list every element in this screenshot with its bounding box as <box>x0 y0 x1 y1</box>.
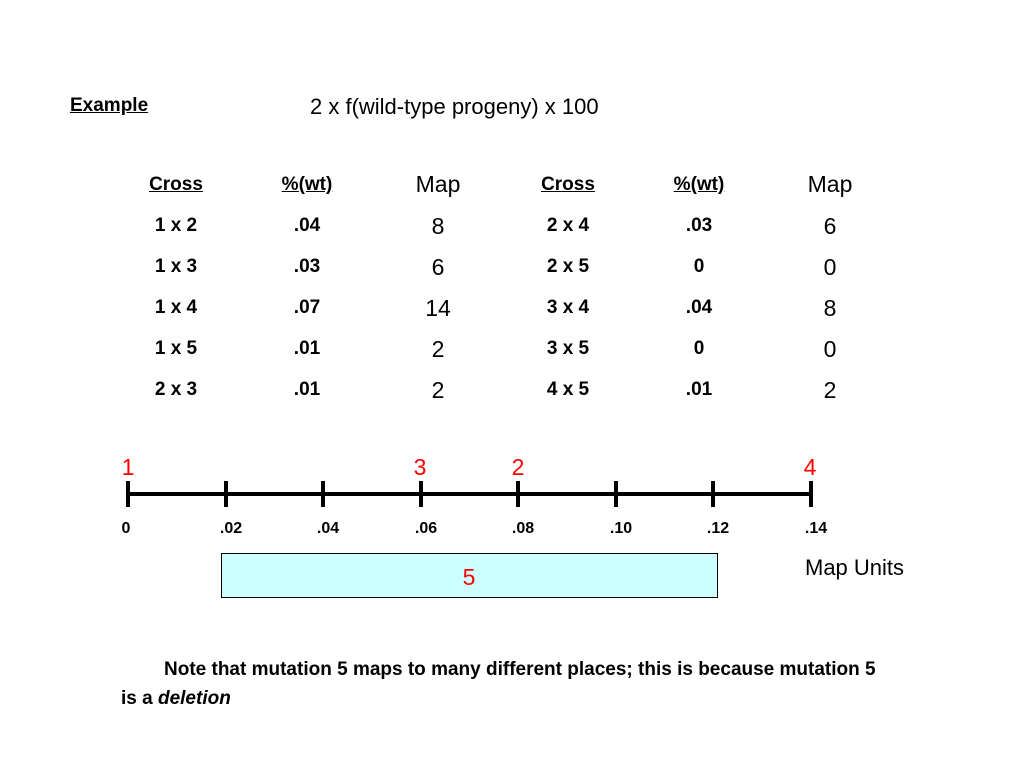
map-distance-formula: 2 x f(wild-type progeny) x 100 <box>310 94 599 119</box>
deletion-bar <box>221 553 718 598</box>
header-wt-right: %(wt) <box>673 174 725 195</box>
map-tick-label: .10 <box>609 520 633 537</box>
map-tick-label: .02 <box>219 520 243 537</box>
map-marker: 4 <box>803 454 817 480</box>
cross-cell: 3 x 5 <box>546 338 590 359</box>
map-cell: 2 <box>431 336 445 362</box>
map-cell: 0 <box>823 336 837 362</box>
header-map-left: Map <box>415 171 461 197</box>
cross-cell: 2 x 5 <box>546 256 590 277</box>
map-cell: 6 <box>823 213 837 239</box>
map-units-label: Map Units <box>805 555 905 580</box>
deletion-label: 5 <box>462 564 476 590</box>
wt-cell: 0 <box>693 256 705 277</box>
map-tick <box>711 481 715 507</box>
map-tick-label: .06 <box>414 520 438 537</box>
deletion-note: Note that mutation 5 maps to many differ… <box>121 655 881 713</box>
map-tick <box>516 481 520 507</box>
header-wt-left: %(wt) <box>281 174 333 195</box>
map-marker: 3 <box>413 454 427 480</box>
wt-cell: .04 <box>685 297 713 318</box>
cross-cell: 1 x 3 <box>154 256 198 277</box>
cross-cell: 2 x 3 <box>154 379 198 400</box>
note-text: Note that mutation 5 maps to many differ… <box>121 659 876 709</box>
map-marker: 1 <box>121 454 135 480</box>
map-tick <box>126 481 130 507</box>
wt-cell: .04 <box>293 215 321 236</box>
map-cell: 0 <box>823 254 837 280</box>
cross-cell: 3 x 4 <box>546 297 590 318</box>
cross-cell: 2 x 4 <box>546 215 590 236</box>
cross-cell: 4 x 5 <box>546 379 590 400</box>
map-tick <box>809 481 813 507</box>
map-axis-line <box>128 492 812 496</box>
cross-cell: 1 x 2 <box>154 215 198 236</box>
wt-cell: .07 <box>293 297 321 318</box>
map-tick-label: .08 <box>511 520 535 537</box>
map-tick-label: .04 <box>316 520 340 537</box>
map-cell: 2 <box>431 377 445 403</box>
map-cell: 8 <box>431 213 445 239</box>
map-cell: 2 <box>823 377 837 403</box>
wt-cell: .03 <box>685 215 713 236</box>
map-cell: 8 <box>823 295 837 321</box>
example-label: Example <box>70 95 149 116</box>
wt-cell: .03 <box>293 256 321 277</box>
map-tick <box>224 481 228 507</box>
wt-cell: .01 <box>293 338 321 359</box>
note-emphasis: deletion <box>157 688 231 709</box>
wt-cell: .01 <box>685 379 713 400</box>
cross-cell: 1 x 5 <box>154 338 198 359</box>
map-tick <box>614 481 618 507</box>
wt-cell: 0 <box>693 338 705 359</box>
map-marker: 2 <box>511 454 525 480</box>
map-tick-label: 0 <box>121 520 131 537</box>
map-cell: 14 <box>425 295 451 321</box>
map-tick-label: .12 <box>706 520 730 537</box>
map-tick-label: .14 <box>804 520 828 537</box>
wt-cell: .01 <box>293 379 321 400</box>
map-tick <box>419 481 423 507</box>
map-cell: 6 <box>431 254 445 280</box>
header-cross-right: Cross <box>541 174 595 195</box>
map-tick <box>321 481 325 507</box>
header-map-right: Map <box>807 171 853 197</box>
cross-cell: 1 x 4 <box>154 297 198 318</box>
header-cross-left: Cross <box>149 174 203 195</box>
